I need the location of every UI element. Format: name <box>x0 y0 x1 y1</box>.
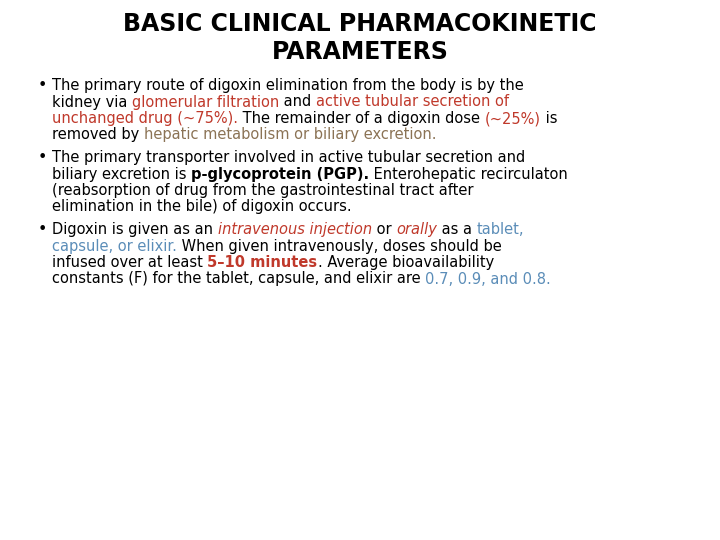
Text: (reabsorption of drug from the gastrointestinal tract after: (reabsorption of drug from the gastroint… <box>52 183 474 198</box>
Text: kidney via: kidney via <box>52 94 132 110</box>
Text: is: is <box>541 111 557 126</box>
Text: BASIC CLINICAL PHARMACOKINETIC: BASIC CLINICAL PHARMACOKINETIC <box>123 12 597 36</box>
Text: 0.7, 0.9, and 0.8.: 0.7, 0.9, and 0.8. <box>426 272 551 287</box>
Text: PARAMETERS: PARAMETERS <box>271 40 449 64</box>
Text: •: • <box>38 78 48 93</box>
Text: When given intravenously, doses should be: When given intravenously, doses should b… <box>177 239 502 253</box>
Text: •: • <box>38 150 48 165</box>
Text: hepatic metabolism or biliary excretion.: hepatic metabolism or biliary excretion. <box>144 127 436 143</box>
Text: glomerular filtration: glomerular filtration <box>132 94 279 110</box>
Text: orally: orally <box>396 222 437 237</box>
Text: p-glycoprotein (PGP).: p-glycoprotein (PGP). <box>191 166 369 181</box>
Text: tablet,: tablet, <box>477 222 524 237</box>
Text: The remainder of a digoxin dose: The remainder of a digoxin dose <box>238 111 485 126</box>
Text: intravenous injection: intravenous injection <box>217 222 372 237</box>
Text: removed by: removed by <box>52 127 144 143</box>
Text: elimination in the bile) of digoxin occurs.: elimination in the bile) of digoxin occu… <box>52 199 351 214</box>
Text: biliary excretion is: biliary excretion is <box>52 166 191 181</box>
Text: 5–10 minutes: 5–10 minutes <box>207 255 318 270</box>
Text: or: or <box>372 222 396 237</box>
Text: infused over at least: infused over at least <box>52 255 207 270</box>
Text: The primary route of digoxin elimination from the body is by the: The primary route of digoxin elimination… <box>52 78 523 93</box>
Text: capsule, or elixir.: capsule, or elixir. <box>52 239 177 253</box>
Text: The primary transporter involved in active tubular secretion and: The primary transporter involved in acti… <box>52 150 526 165</box>
Text: as a: as a <box>437 222 477 237</box>
Text: unchanged drug (~75%).: unchanged drug (~75%). <box>52 111 238 126</box>
Text: (~25%): (~25%) <box>485 111 541 126</box>
Text: Digoxin is given as an: Digoxin is given as an <box>52 222 217 237</box>
Text: . Average bioavailability: . Average bioavailability <box>318 255 494 270</box>
Text: and: and <box>279 94 316 110</box>
Text: Enterohepatic recirculaton: Enterohepatic recirculaton <box>369 166 568 181</box>
Text: •: • <box>38 222 48 237</box>
Text: constants (F) for the tablet, capsule, and elixir are: constants (F) for the tablet, capsule, a… <box>52 272 426 287</box>
Text: active tubular secretion of: active tubular secretion of <box>316 94 509 110</box>
